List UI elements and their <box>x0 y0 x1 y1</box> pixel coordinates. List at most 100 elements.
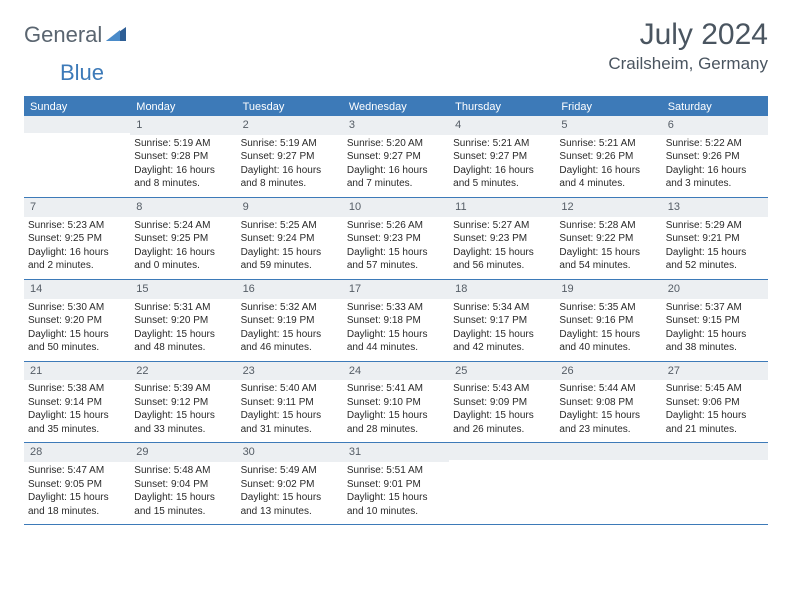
calendar-grid: SundayMondayTuesdayWednesdayThursdayFrid… <box>24 96 768 525</box>
day-number-bar: 2 <box>237 116 343 135</box>
day-cell: 15Sunrise: 5:31 AMSunset: 9:20 PMDayligh… <box>130 280 236 361</box>
daylight-line: and 48 minutes. <box>134 341 232 355</box>
day-cell: 3Sunrise: 5:20 AMSunset: 9:27 PMDaylight… <box>343 116 449 197</box>
day-number: 28 <box>30 446 42 458</box>
day-number-bar: 31 <box>343 443 449 462</box>
day-number-bar: 26 <box>555 362 661 381</box>
day-number: 8 <box>136 201 142 213</box>
daylight-line: Daylight: 16 hours <box>347 164 445 178</box>
sunset-line: Sunset: 9:17 PM <box>453 314 551 328</box>
sunrise-line: Sunrise: 5:25 AM <box>241 219 339 233</box>
daylight-line: Daylight: 15 hours <box>241 246 339 260</box>
day-number-bar: 22 <box>130 362 236 381</box>
day-cell: 13Sunrise: 5:29 AMSunset: 9:21 PMDayligh… <box>662 198 768 279</box>
sunset-line: Sunset: 9:23 PM <box>453 232 551 246</box>
daylight-line: Daylight: 15 hours <box>241 409 339 423</box>
day-number-bar: 24 <box>343 362 449 381</box>
sunrise-line: Sunrise: 5:28 AM <box>559 219 657 233</box>
daylight-line: and 15 minutes. <box>134 505 232 519</box>
day-cell: 20Sunrise: 5:37 AMSunset: 9:15 PMDayligh… <box>662 280 768 361</box>
daylight-line: Daylight: 15 hours <box>559 328 657 342</box>
sunset-line: Sunset: 9:14 PM <box>28 396 126 410</box>
weekday-header: Sunday <box>24 98 130 116</box>
daylight-line: and 4 minutes. <box>559 177 657 191</box>
day-cell: 5Sunrise: 5:21 AMSunset: 9:26 PMDaylight… <box>555 116 661 197</box>
day-cell: 9Sunrise: 5:25 AMSunset: 9:24 PMDaylight… <box>237 198 343 279</box>
weekday-header-row: SundayMondayTuesdayWednesdayThursdayFrid… <box>24 98 768 116</box>
daylight-line: and 57 minutes. <box>347 259 445 273</box>
day-number: 2 <box>243 119 249 131</box>
week-row: 21Sunrise: 5:38 AMSunset: 9:14 PMDayligh… <box>24 362 768 444</box>
day-number: 31 <box>349 446 361 458</box>
daylight-line: and 38 minutes. <box>666 341 764 355</box>
sunrise-line: Sunrise: 5:31 AM <box>134 301 232 315</box>
day-number-bar: 9 <box>237 198 343 217</box>
sunset-line: Sunset: 9:16 PM <box>559 314 657 328</box>
daylight-line: and 50 minutes. <box>28 341 126 355</box>
weekday-header: Friday <box>555 98 661 116</box>
day-number-bar: 29 <box>130 443 236 462</box>
day-number-bar <box>449 443 555 460</box>
sunset-line: Sunset: 9:27 PM <box>347 150 445 164</box>
sunrise-line: Sunrise: 5:40 AM <box>241 382 339 396</box>
sunrise-line: Sunrise: 5:44 AM <box>559 382 657 396</box>
daylight-line: Daylight: 15 hours <box>453 409 551 423</box>
weekday-header: Tuesday <box>237 98 343 116</box>
daylight-line: and 23 minutes. <box>559 423 657 437</box>
day-number-bar: 4 <box>449 116 555 135</box>
day-cell: 31Sunrise: 5:51 AMSunset: 9:01 PMDayligh… <box>343 443 449 524</box>
daylight-line: and 52 minutes. <box>666 259 764 273</box>
daylight-line: and 54 minutes. <box>559 259 657 273</box>
sunrise-line: Sunrise: 5:30 AM <box>28 301 126 315</box>
daylight-line: Daylight: 15 hours <box>347 491 445 505</box>
day-cell: 26Sunrise: 5:44 AMSunset: 9:08 PMDayligh… <box>555 362 661 443</box>
day-cell: 27Sunrise: 5:45 AMSunset: 9:06 PMDayligh… <box>662 362 768 443</box>
day-cell: 8Sunrise: 5:24 AMSunset: 9:25 PMDaylight… <box>130 198 236 279</box>
sunset-line: Sunset: 9:20 PM <box>134 314 232 328</box>
daylight-line: and 40 minutes. <box>559 341 657 355</box>
day-number: 19 <box>561 283 573 295</box>
day-number: 20 <box>668 283 680 295</box>
day-cell <box>24 116 130 197</box>
daylight-line: Daylight: 15 hours <box>241 491 339 505</box>
daylight-line: and 8 minutes. <box>241 177 339 191</box>
day-number: 11 <box>455 201 466 213</box>
sunrise-line: Sunrise: 5:24 AM <box>134 219 232 233</box>
sunset-line: Sunset: 9:25 PM <box>134 232 232 246</box>
sunrise-line: Sunrise: 5:48 AM <box>134 464 232 478</box>
week-row: 1Sunrise: 5:19 AMSunset: 9:28 PMDaylight… <box>24 116 768 198</box>
daylight-line: and 21 minutes. <box>666 423 764 437</box>
day-number: 9 <box>243 201 249 213</box>
daylight-line: and 46 minutes. <box>241 341 339 355</box>
title-block: July 2024 Crailsheim, Germany <box>608 18 768 74</box>
day-number-bar: 6 <box>662 116 768 135</box>
sunrise-line: Sunrise: 5:27 AM <box>453 219 551 233</box>
daylight-line: and 0 minutes. <box>134 259 232 273</box>
day-cell: 1Sunrise: 5:19 AMSunset: 9:28 PMDaylight… <box>130 116 236 197</box>
sunrise-line: Sunrise: 5:37 AM <box>666 301 764 315</box>
day-number: 27 <box>668 365 680 377</box>
day-cell: 25Sunrise: 5:43 AMSunset: 9:09 PMDayligh… <box>449 362 555 443</box>
daylight-line: Daylight: 16 hours <box>666 164 764 178</box>
sunrise-line: Sunrise: 5:41 AM <box>347 382 445 396</box>
day-cell: 10Sunrise: 5:26 AMSunset: 9:23 PMDayligh… <box>343 198 449 279</box>
sunrise-line: Sunrise: 5:49 AM <box>241 464 339 478</box>
sunrise-line: Sunrise: 5:21 AM <box>453 137 551 151</box>
weekday-header: Wednesday <box>343 98 449 116</box>
day-cell: 14Sunrise: 5:30 AMSunset: 9:20 PMDayligh… <box>24 280 130 361</box>
day-cell: 18Sunrise: 5:34 AMSunset: 9:17 PMDayligh… <box>449 280 555 361</box>
sunset-line: Sunset: 9:04 PM <box>134 478 232 492</box>
daylight-line: and 10 minutes. <box>347 505 445 519</box>
daylight-line: and 8 minutes. <box>134 177 232 191</box>
daylight-line: Daylight: 15 hours <box>134 328 232 342</box>
weekday-header: Saturday <box>662 98 768 116</box>
day-number-bar <box>24 116 130 133</box>
day-number: 16 <box>243 283 255 295</box>
sunset-line: Sunset: 9:18 PM <box>347 314 445 328</box>
day-cell: 16Sunrise: 5:32 AMSunset: 9:19 PMDayligh… <box>237 280 343 361</box>
day-number-bar: 16 <box>237 280 343 299</box>
daylight-line: Daylight: 16 hours <box>28 246 126 260</box>
week-row: 14Sunrise: 5:30 AMSunset: 9:20 PMDayligh… <box>24 280 768 362</box>
daylight-line: and 3 minutes. <box>666 177 764 191</box>
sunset-line: Sunset: 9:09 PM <box>453 396 551 410</box>
